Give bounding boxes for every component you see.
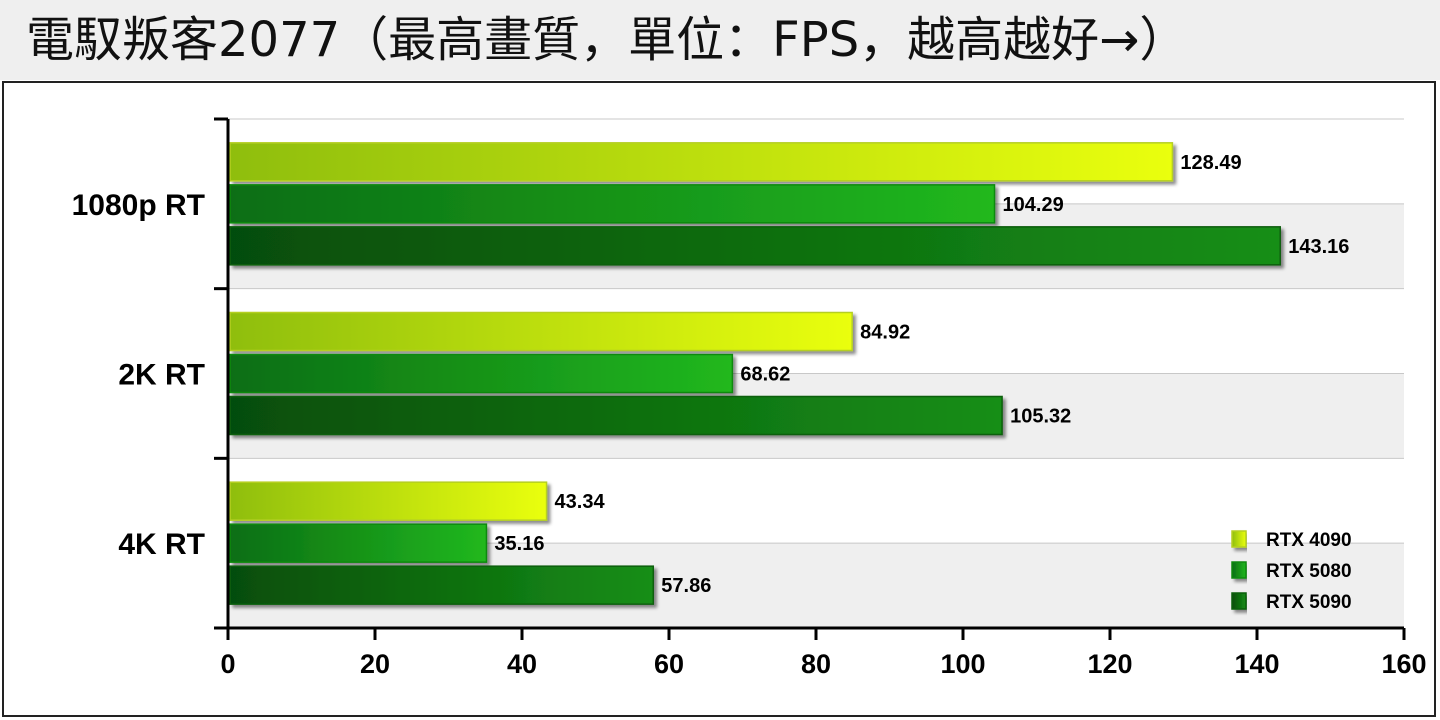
legend-label-rtx-4090: RTX 4090 [1266, 530, 1352, 551]
x-tick-label: 20 [360, 649, 390, 679]
bar-rtx-5080-1080p-rt[interactable] [229, 184, 996, 224]
bar-rtx-5080-2k-rt[interactable] [229, 353, 734, 394]
bar-rtx-4090-4k-rt[interactable] [229, 481, 548, 521]
value-label: 43.34 [555, 491, 606, 513]
value-label: 35.16 [494, 533, 544, 555]
bar-rtx-5080-4k-rt[interactable] [229, 523, 488, 563]
legend-label-rtx-5090: RTX 5090 [1266, 592, 1352, 613]
title-bar: 電馭叛客2077（最高畫質，單位：FPS，越高越好→） [0, 0, 1440, 80]
bar-rtx-4090-1080p-rt[interactable] [229, 142, 1174, 182]
x-tick-label: 60 [654, 649, 684, 679]
x-tick-label: 160 [1381, 649, 1426, 679]
category-label-4k-rt: 4K RT [118, 528, 205, 561]
chart-title: 電馭叛客2077（最高畫質，單位：FPS，越高越好→） [26, 12, 1188, 68]
x-tick-label: 40 [507, 649, 537, 679]
x-tick-label: 140 [1234, 649, 1279, 679]
category-label-1080p-rt: 1080p RT [72, 189, 205, 222]
bar-rtx-5090-1080p-rt[interactable] [229, 226, 1281, 266]
category-label-2k-rt: 2K RT [118, 359, 205, 392]
value-label: 128.49 [1180, 152, 1241, 174]
legend-swatch-rtx-4090 [1231, 530, 1247, 548]
value-label: 105.32 [1010, 406, 1071, 428]
legend-swatch-rtx-5090 [1231, 592, 1247, 610]
value-label: 68.62 [740, 364, 790, 386]
x-tick-label: 120 [1087, 649, 1132, 679]
x-tick-label: 100 [940, 649, 985, 679]
value-label: 57.86 [661, 575, 711, 597]
value-label: 143.16 [1288, 236, 1349, 258]
bar-rtx-4090-2k-rt[interactable] [229, 311, 853, 352]
x-tick-label: 0 [220, 649, 235, 679]
bar-rtx-5090-2k-rt[interactable] [229, 395, 1003, 436]
legend-label-rtx-5080: RTX 5080 [1266, 561, 1352, 582]
legend-swatch-rtx-5080 [1231, 561, 1247, 579]
x-tick-label: 80 [801, 649, 831, 679]
value-label: 84.92 [860, 322, 910, 344]
value-label: 104.29 [1003, 194, 1064, 216]
bar-rtx-5090-4k-rt[interactable] [229, 565, 655, 605]
